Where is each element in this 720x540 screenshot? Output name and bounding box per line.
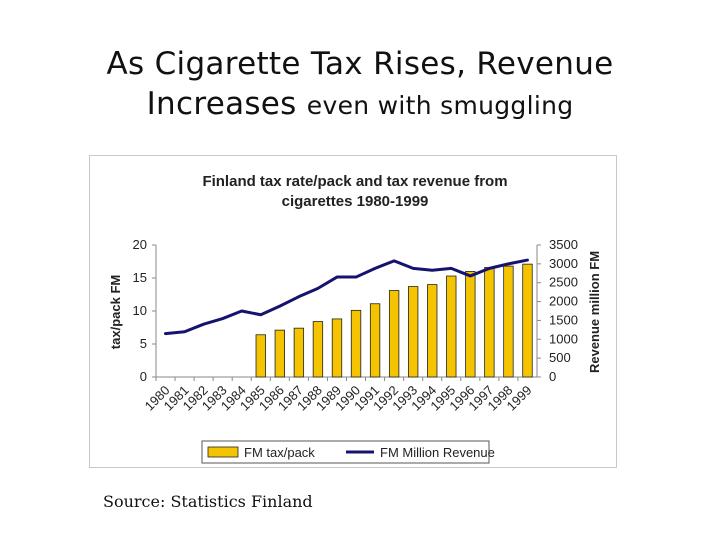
y-tick-label-left: 20	[133, 237, 147, 252]
combo-chart: Finland tax rate/pack and tax revenue fr…	[108, 173, 602, 464]
y-tick-label-left: 15	[133, 270, 147, 285]
point-revenue	[412, 267, 414, 270]
slide-title: As Cigarette Tax Rises, Revenue Increase…	[0, 44, 720, 126]
point-revenue	[393, 260, 395, 262]
y-tick-label-right: 1000	[549, 331, 578, 346]
legend: FM tax/pack FM Million Revenue	[201, 440, 495, 464]
line-revenue	[164, 258, 529, 336]
y-tick-label-right: 3500	[549, 237, 578, 252]
point-revenue	[374, 267, 376, 270]
y-tick-label-right: 2000	[549, 294, 578, 309]
bar-tax-per-pack	[369, 303, 381, 378]
point-revenue	[450, 267, 453, 270]
bar-tax-per-pack	[503, 265, 514, 378]
point-revenue	[488, 267, 491, 270]
point-revenue	[259, 313, 262, 316]
slide-title-line1: As Cigarette Tax Rises, Revenue	[106, 46, 614, 82]
y-tick-label-left: 0	[140, 369, 147, 384]
bar-tax-per-pack	[274, 329, 285, 378]
legend-swatch-bar	[207, 446, 239, 458]
point-revenue	[279, 305, 281, 307]
point-revenue	[317, 287, 319, 290]
y-tick-label-right: 500	[549, 350, 571, 365]
slide-title-suffix: even with smuggling	[306, 91, 574, 120]
bar-tax-per-pack	[484, 267, 495, 378]
legend-box	[201, 440, 490, 464]
bar-tax-per-pack	[388, 290, 400, 378]
y-tick-label-left: 10	[133, 303, 147, 318]
bar-tax-per-pack	[427, 284, 438, 378]
source-note: Source: Statistics Finland	[103, 492, 313, 511]
bar-tax-per-pack	[465, 271, 476, 378]
legend-label-tax: FM tax/pack	[244, 445, 315, 460]
y-tick-label-right: 1500	[549, 312, 578, 327]
bar-tax-per-pack	[408, 286, 419, 378]
point-revenue	[507, 263, 510, 265]
bar-tax-per-pack	[350, 309, 362, 378]
chart-frame: Finland tax rate/pack and tax revenue fr…	[89, 155, 617, 468]
chart-title-line1: Finland tax rate/pack and tax revenue fr…	[202, 173, 507, 190]
point-revenue	[298, 295, 300, 298]
bar-tax-per-pack	[255, 334, 266, 378]
y-axis-label-right: Revenue million FM	[587, 251, 602, 373]
y-axis-label-left: tax/pack FM	[108, 275, 123, 349]
point-revenue	[355, 276, 357, 278]
point-revenue	[469, 275, 472, 277]
point-revenue	[240, 310, 243, 312]
point-revenue	[526, 259, 529, 261]
bar-tax-per-pack	[293, 327, 305, 378]
bar-tax-per-pack	[331, 318, 343, 378]
bar-tax-per-pack	[446, 275, 457, 378]
slide-title-increases: Increases	[146, 86, 297, 122]
legend-label-revenue: FM Million Revenue	[380, 445, 495, 460]
bar-tax-per-pack	[312, 321, 324, 378]
point-revenue	[336, 276, 338, 278]
point-revenue	[202, 323, 205, 325]
y-tick-label-right: 3000	[549, 256, 578, 271]
bar-tax-per-pack	[522, 263, 533, 378]
point-revenue	[183, 330, 186, 333]
y-tick-label-right: 0	[549, 369, 556, 384]
point-revenue	[431, 269, 434, 272]
slide-title-line2: Increases even with smuggling	[0, 84, 720, 126]
chart-title-line2: cigarettes 1980-1999	[282, 193, 429, 210]
point-revenue	[164, 332, 167, 335]
point-revenue	[221, 317, 224, 320]
plot-area: 0510152005001000150020002500300035001980…	[133, 237, 578, 414]
y-tick-label-left: 5	[140, 336, 147, 351]
y-tick-label-right: 2500	[549, 275, 578, 290]
